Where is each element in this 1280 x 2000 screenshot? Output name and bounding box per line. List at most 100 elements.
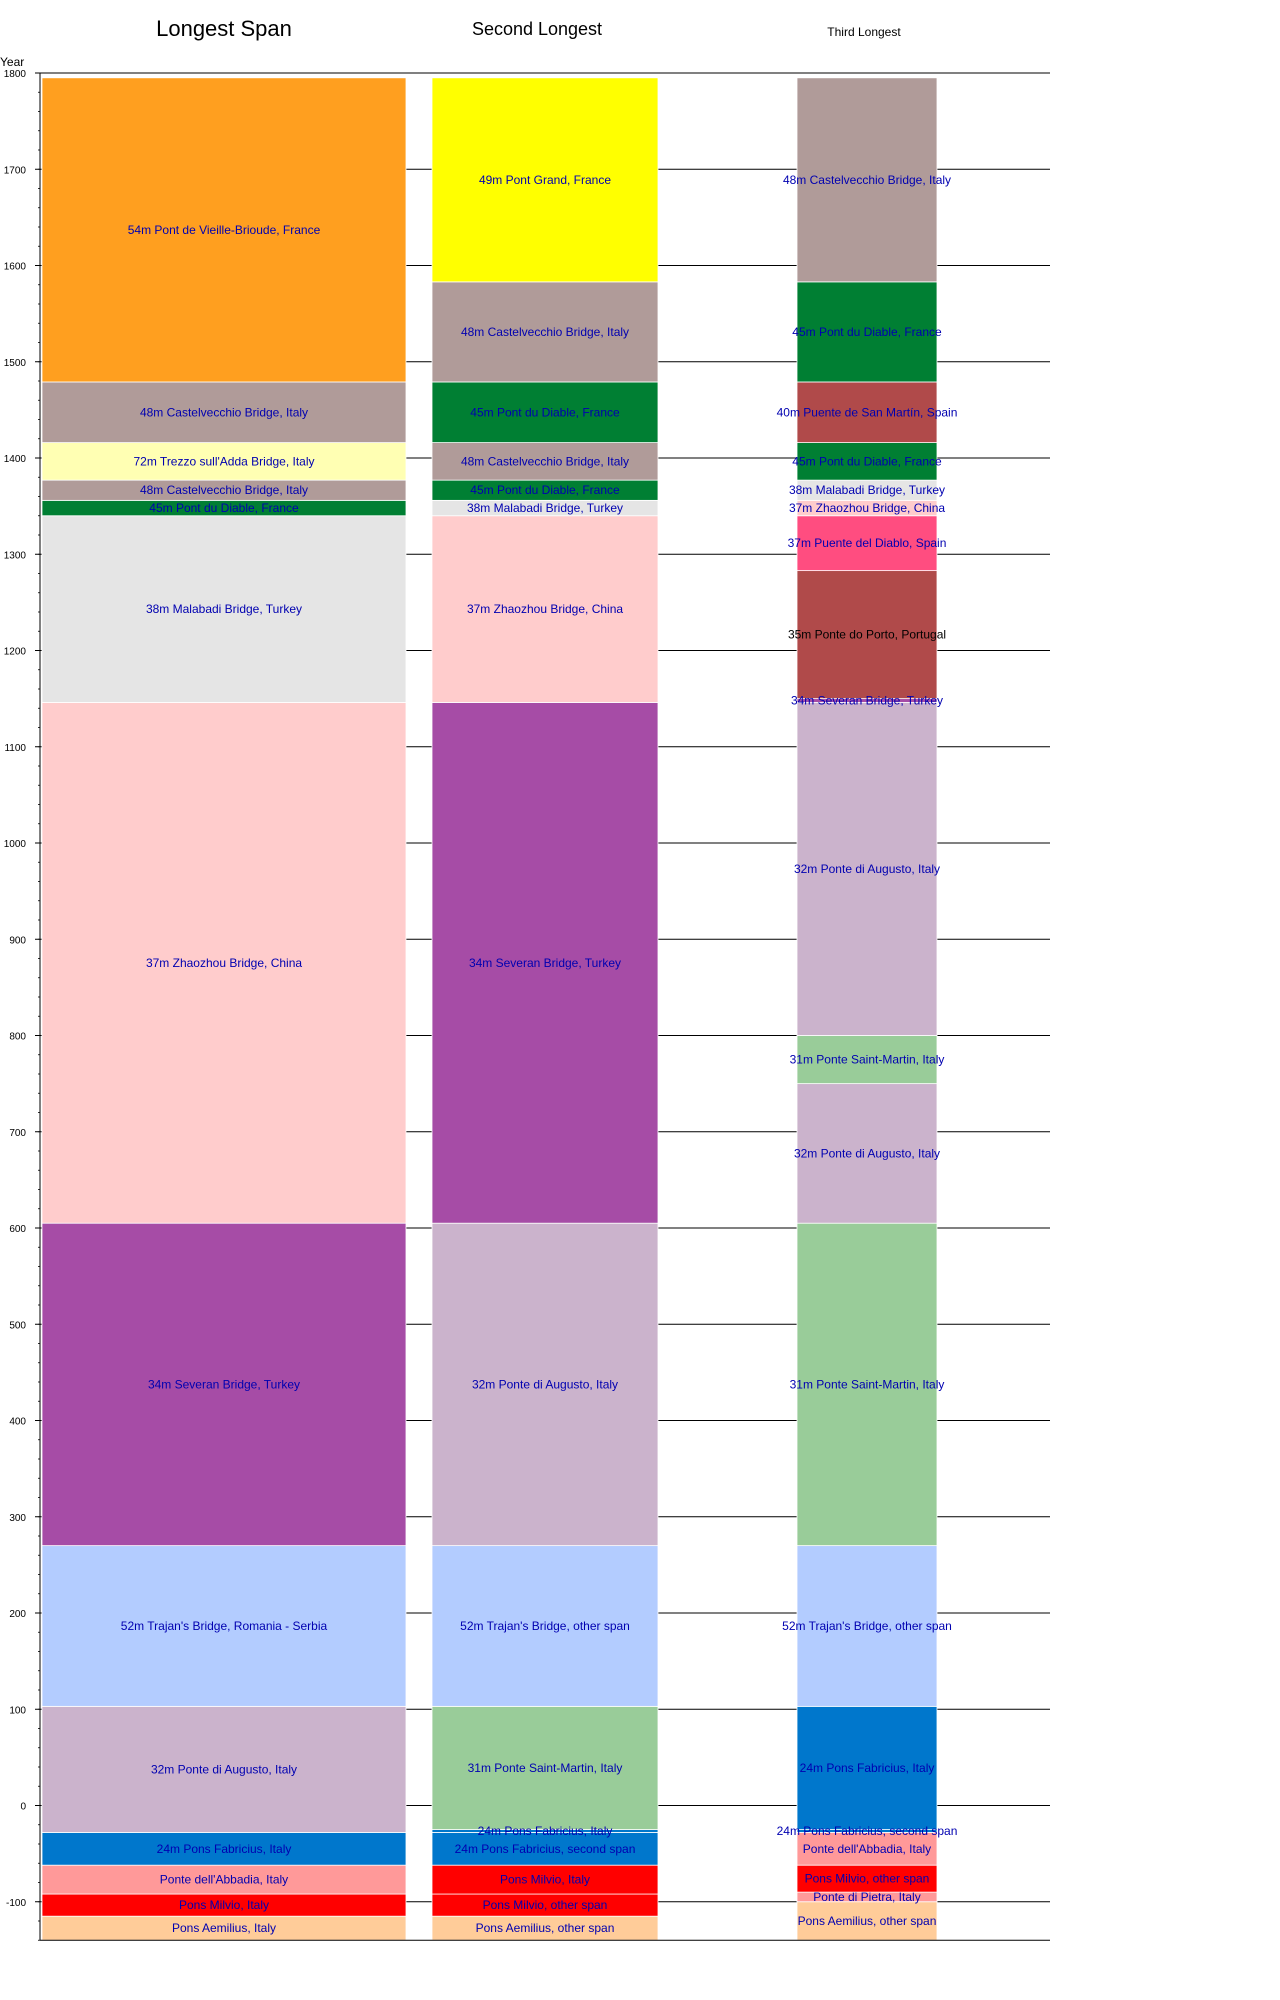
segment-bar: [796, 570, 938, 700]
y-tick-label: 1700: [4, 165, 27, 176]
segment-label: 45m Pont du Diable, France: [792, 454, 942, 468]
segment-label: 52m Trajan's Bridge, other span: [460, 1619, 630, 1633]
y-tick-label: 400: [9, 1417, 26, 1428]
y-tick-label: 900: [9, 935, 26, 946]
y-tick-label: 700: [9, 1128, 26, 1139]
segment-label: 48m Castelvecchio Bridge, Italy: [783, 173, 951, 187]
segment-label: 24m Pons Fabricius, Italy: [478, 1824, 613, 1838]
segment-label: Ponte dell'Abbadia, Italy: [803, 1842, 931, 1856]
segment-label: 34m Severan Bridge, Turkey: [469, 956, 621, 970]
segment-label: 24m Pons Fabricius, second span: [455, 1842, 636, 1856]
segment-label: 48m Castelvecchio Bridge, Italy: [140, 483, 308, 497]
segment-bar: [796, 1705, 938, 1830]
segment-bar: [41, 442, 407, 481]
segment-bar: [431, 515, 659, 703]
y-tick-label: 1000: [4, 839, 27, 850]
segment-label: 34m Severan Bridge, Turkey: [148, 1377, 300, 1391]
segment-bar: [431, 1832, 659, 1866]
segment-label: 54m Pont de Vieille-Brioude, France: [128, 223, 321, 237]
segment-label: 31m Ponte Saint-Martin, Italy: [790, 1377, 945, 1391]
segment-label: 72m Trezzo sull'Adda Bridge, Italy: [133, 454, 314, 468]
segment-bar: [41, 77, 407, 383]
y-tick-label: 600: [9, 1224, 26, 1235]
segment-bar: [796, 1545, 938, 1707]
y-tick-label: 1500: [4, 358, 27, 369]
y-axis: -100 0 100 200 300 400 500 600 700 800 900 1000 1100…: [4, 69, 1050, 1941]
segment-label: Pons Aemilius, other span: [798, 1914, 937, 1928]
segment-bar: [41, 381, 407, 443]
segment-label: 34m Severan Bridge, Turkey: [791, 694, 943, 708]
segment-bar: [431, 281, 659, 383]
y-tick-label: 1100: [4, 743, 26, 754]
segment-bar: [796, 1864, 938, 1893]
segment-bar: [41, 1222, 407, 1547]
y-tick-label: 800: [9, 1032, 26, 1043]
segment-bar: [41, 1915, 407, 1941]
segment-bar: [41, 1545, 407, 1707]
y-tick-label: 1300: [4, 550, 27, 561]
segment-label: 52m Trajan's Bridge, Romania - Serbia: [121, 1619, 328, 1633]
column-title: Second Longest: [472, 19, 602, 39]
segment-bar: [796, 281, 938, 383]
segment-bar: [431, 1222, 659, 1547]
segment-label: 45m Pont du Diable, France: [470, 483, 620, 497]
segment-label: 38m Malabadi Bridge, Turkey: [467, 501, 623, 515]
segment-label: 45m Pont du Diable, France: [792, 325, 942, 339]
y-tick-label: 200: [9, 1609, 26, 1620]
segment-label: Pons Milvio, Italy: [500, 1873, 590, 1887]
segment-bar: [431, 77, 659, 283]
y-axis-title: Year: [0, 55, 24, 69]
segment-label: 52m Trajan's Bridge, other span: [782, 1619, 952, 1633]
y-tick-label: 1200: [4, 647, 27, 658]
column-3: Pons Aemilius, other span Ponte di Pietra…: [777, 77, 958, 1941]
segment-bar: [431, 1545, 659, 1707]
column-2: Pons Aemilius, other span Pons Milvio, ot…: [431, 77, 659, 1941]
segment-label: 24m Pons Fabricius, Italy: [157, 1842, 292, 1856]
segment-bar: [796, 515, 938, 572]
segment-label: 24m Pons Fabricius, second span: [777, 1824, 958, 1838]
segment-bar: [796, 77, 938, 283]
segment-label: 37m Zhaozhou Bridge, China: [467, 602, 623, 616]
segment-label: 32m Ponte di Augusto, Italy: [472, 1377, 618, 1391]
y-tick-label: -100: [6, 1898, 26, 1909]
segment-label: 45m Pont du Diable, France: [149, 501, 299, 515]
segment-bar: [431, 1705, 659, 1830]
segment-bar: [796, 1222, 938, 1547]
y-tick-label: 100: [9, 1705, 26, 1716]
y-tick-label: 0: [20, 1802, 26, 1813]
segment-bar: [431, 702, 659, 1224]
segment-label: 32m Ponte di Augusto, Italy: [794, 1146, 940, 1160]
segment-bar: [41, 1864, 407, 1895]
segment-bar: [41, 515, 407, 703]
segment-label: 35m Ponte do Porto, Portugal: [788, 628, 946, 642]
segment-label: Pons Aemilius, Italy: [172, 1921, 276, 1935]
segment-bar: [431, 381, 659, 443]
y-tick-label: 500: [9, 1320, 26, 1331]
segment-label: 37m Zhaozhou Bridge, China: [789, 501, 945, 515]
column-title: Third Longest: [827, 25, 901, 39]
segment-label: 48m Castelvecchio Bridge, Italy: [461, 325, 629, 339]
segment-bar: [796, 1035, 938, 1085]
segment-label: 31m Ponte Saint-Martin, Italy: [468, 1761, 623, 1775]
segment-bar: [41, 1705, 407, 1833]
segment-bar: [796, 1832, 938, 1866]
segment-bar: [41, 1832, 407, 1866]
y-tick-label: 300: [9, 1513, 26, 1524]
y-tick-label: 1800: [4, 69, 27, 80]
segment-label: 45m Pont du Diable, France: [470, 405, 620, 419]
segment-bar: [431, 1915, 659, 1941]
segment-label: Ponte dell'Abbadia, Italy: [160, 1873, 288, 1887]
segment-bar: [796, 702, 938, 1036]
column-title: Longest Span: [156, 16, 292, 41]
segment-label: 32m Ponte di Augusto, Italy: [151, 1762, 297, 1776]
column-1: Pons Aemilius, Italy Pons Milvio, Italy Po…: [41, 77, 407, 1941]
segment-label: 40m Puente de San Martín, Spain: [777, 405, 958, 419]
segment-bar: [431, 1864, 659, 1895]
segment-label: 38m Malabadi Bridge, Turkey: [146, 602, 302, 616]
segment-label: 38m Malabadi Bridge, Turkey: [789, 483, 945, 497]
segment-label: 49m Pont Grand, France: [479, 173, 611, 187]
segment-label: 48m Castelvecchio Bridge, Italy: [461, 454, 629, 468]
segment-label: 24m Pons Fabricius, Italy: [800, 1761, 935, 1775]
segment-bar: [796, 1083, 938, 1224]
